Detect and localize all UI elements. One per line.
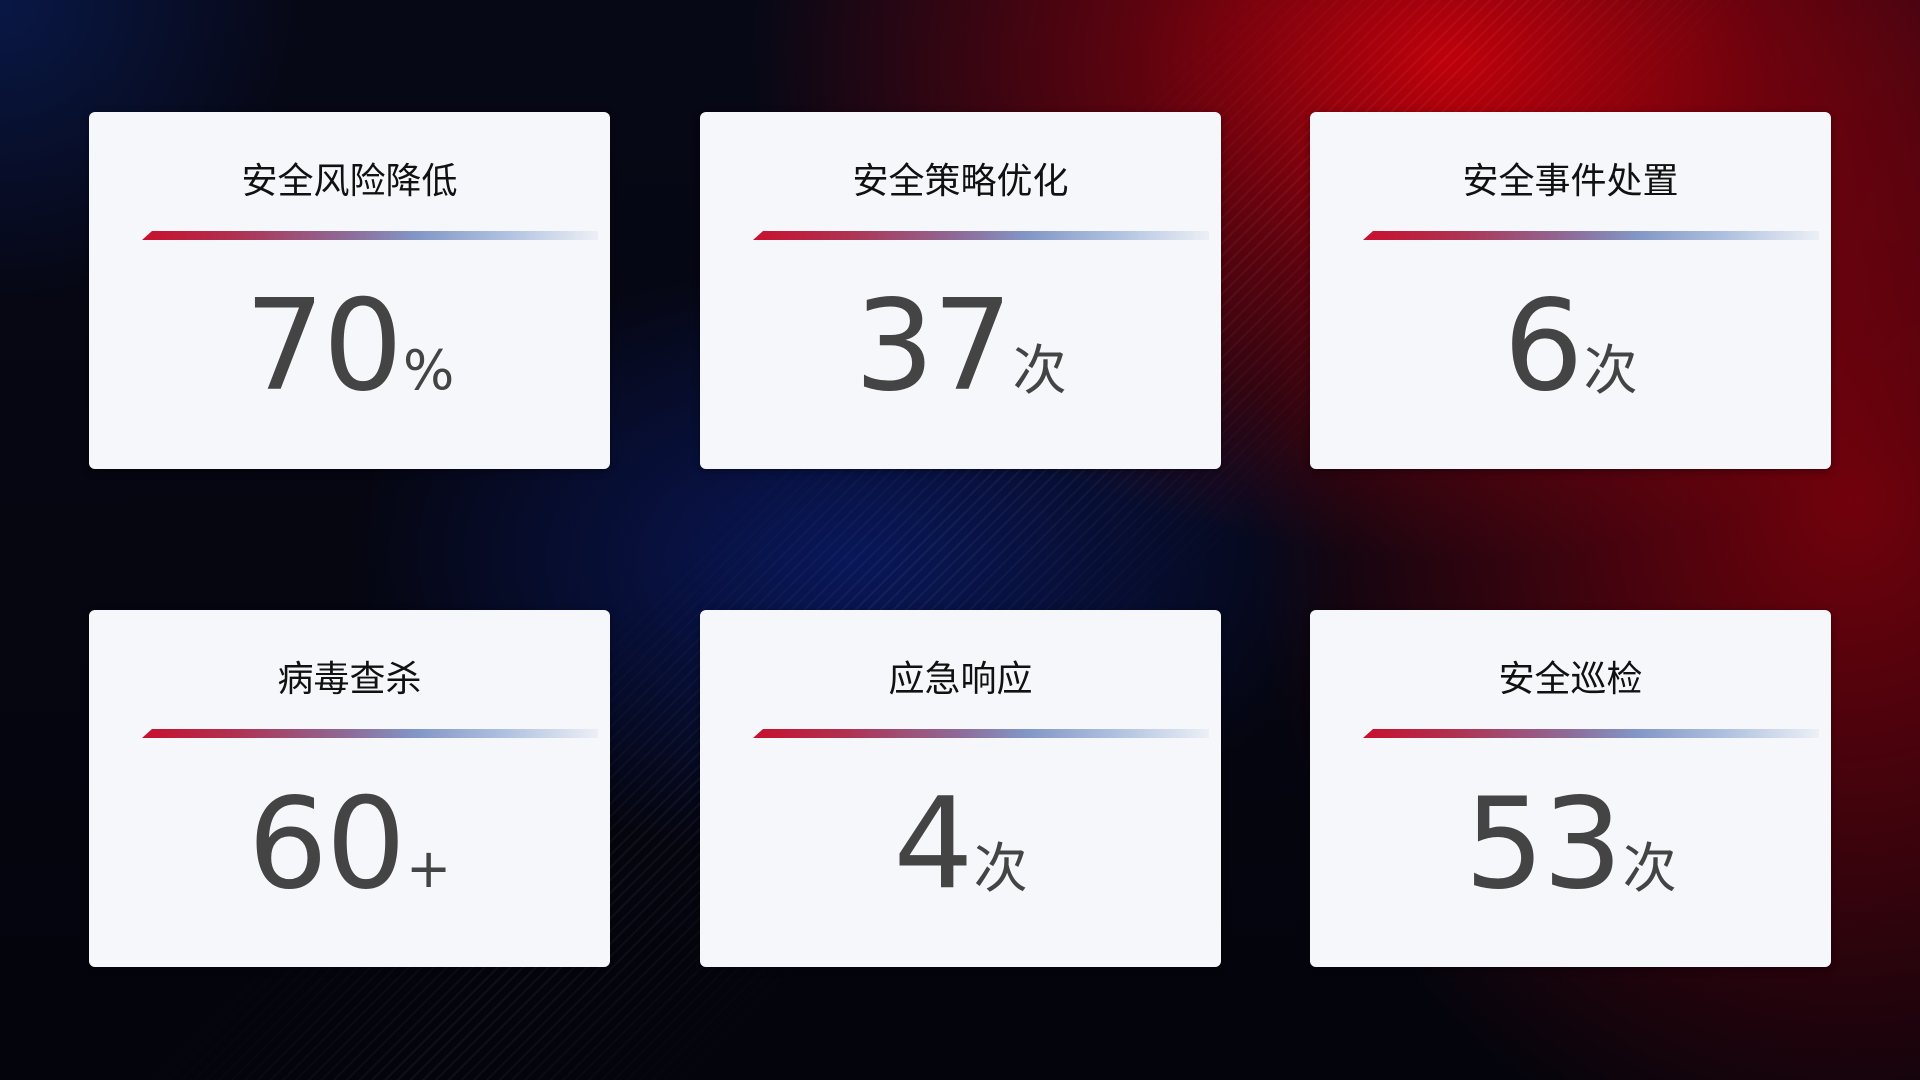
stat-card-risk-reduction: 安全风险降低 70% [89, 112, 610, 469]
card-divider [142, 729, 598, 738]
value-unit: 次 [1583, 339, 1638, 402]
value-number: 60 [247, 770, 406, 917]
stat-card-emergency-response: 应急响应 4次 [700, 610, 1221, 967]
card-divider [1363, 729, 1819, 738]
card-divider [142, 231, 598, 240]
card-title: 安全策略优化 [852, 161, 1069, 202]
value-unit: 次 [1012, 339, 1067, 402]
stat-card-incident-handling: 安全事件处置 6次 [1310, 112, 1831, 469]
value-number: 70 [244, 272, 403, 419]
stat-card-security-patrol: 安全巡检 53次 [1310, 610, 1831, 967]
card-divider [753, 231, 1209, 240]
value-number: 53 [1464, 770, 1622, 917]
value-number: 37 [854, 272, 1012, 419]
card-value: 4次 [700, 770, 1221, 917]
stat-card-virus-removal: 病毒查杀 60+ [89, 610, 610, 967]
value-number: 4 [893, 770, 973, 917]
card-value: 37次 [700, 272, 1221, 419]
card-value: 70% [89, 272, 610, 419]
card-value: 53次 [1310, 770, 1831, 917]
card-title: 安全风险降低 [241, 161, 458, 202]
card-title: 安全事件处置 [1462, 161, 1679, 202]
card-value: 60+ [89, 770, 610, 917]
card-title: 安全巡检 [1498, 659, 1643, 700]
card-divider [1363, 231, 1819, 240]
card-title: 病毒查杀 [277, 659, 422, 700]
value-unit: + [406, 837, 452, 900]
card-title: 应急响应 [888, 659, 1033, 700]
card-value: 6次 [1310, 272, 1831, 419]
value-unit: % [403, 339, 455, 402]
stat-card-policy-optimization: 安全策略优化 37次 [700, 112, 1221, 469]
card-divider [753, 729, 1209, 738]
value-number: 6 [1503, 272, 1583, 419]
value-unit: 次 [973, 837, 1028, 900]
value-unit: 次 [1622, 837, 1677, 900]
